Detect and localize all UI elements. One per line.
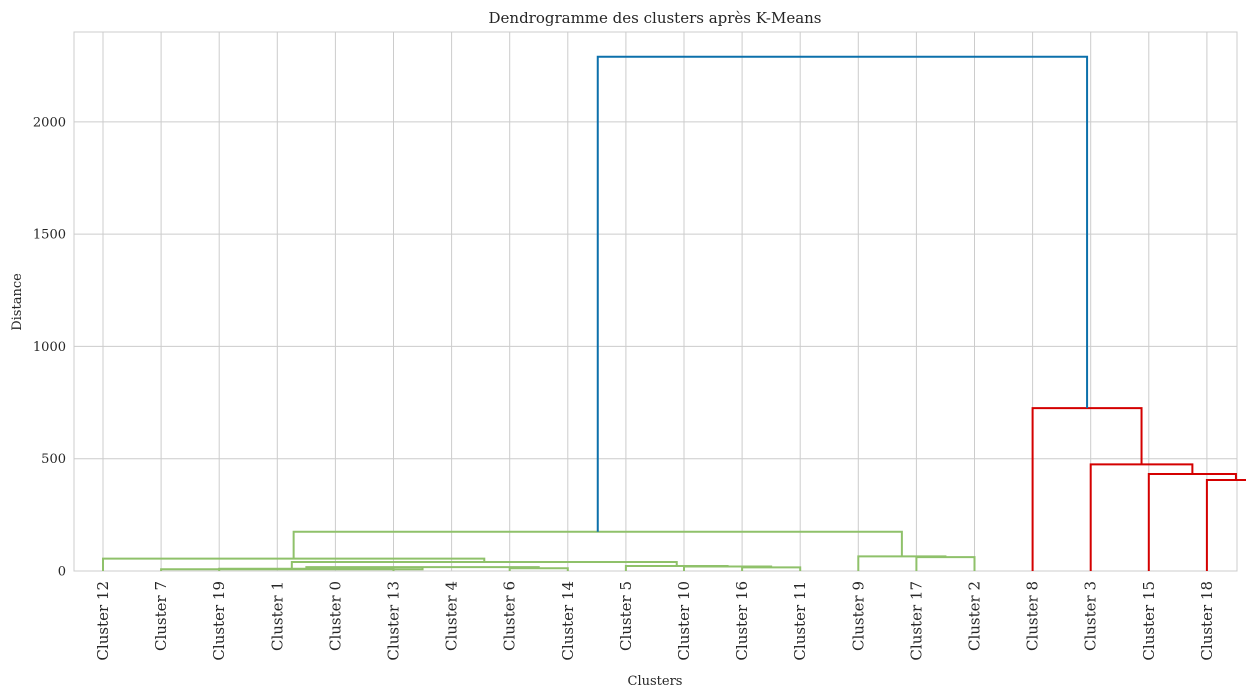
dendrogram-link-green (915, 556, 976, 571)
x-tick-label: Cluster 17 (907, 581, 925, 661)
dendrogram-link-red (1205, 479, 1246, 571)
x-tick-label: Cluster 1 (268, 581, 286, 651)
x-tick-label: Cluster 10 (675, 581, 693, 661)
x-tick-label: Cluster 0 (326, 581, 344, 651)
grid-layer (74, 32, 1237, 572)
plot-frame (73, 31, 1238, 572)
x-tick-label: Cluster 6 (501, 581, 519, 651)
x-tick-labels: Cluster 12 Cluster 7 Cluster 19 Cluster 1 Cl… (94, 581, 1216, 661)
y-tick-label: 2000 (33, 115, 66, 130)
x-tick-label: Cluster 14 (559, 581, 577, 661)
x-tick-label: Cluster 12 (94, 581, 112, 661)
y-tick-labels: 0 500 1000 1500 2000 (33, 115, 66, 579)
x-tick-label: Cluster 3 (1082, 581, 1100, 651)
x-tick-label: Cluster 19 (210, 581, 228, 661)
dendrogram-link-red (1089, 463, 1194, 571)
dendrogram-link-red (1031, 407, 1143, 571)
dendrogram-link-red (1147, 472, 1237, 571)
x-tick-label: Cluster 16 (733, 581, 751, 661)
y-axis-label: Distance (10, 273, 25, 331)
y-tick-label: 1500 (33, 228, 66, 243)
x-tick-label: Cluster 4 (443, 581, 461, 651)
x-tick-label: Cluster 5 (617, 581, 635, 651)
x-tick-label: Cluster 7 (152, 581, 170, 651)
x-tick-label: Cluster 15 (1140, 581, 1158, 661)
link-layer (102, 55, 1246, 571)
y-tick-label: 0 (58, 565, 66, 580)
dendrogram-link-green (624, 565, 729, 571)
x-tick-label: Cluster 8 (1024, 581, 1042, 651)
y-tick-label: 1000 (33, 340, 66, 355)
x-tick-label: Cluster 9 (849, 581, 867, 651)
x-tick-label: Cluster 18 (1198, 581, 1216, 661)
chart-title: Dendrogramme des clusters après K-Means (489, 9, 822, 27)
x-tick-label: Cluster 11 (791, 581, 809, 661)
dendrogram-link-green (741, 566, 802, 571)
dendrogram-link-green (857, 555, 947, 571)
dendrogram-link-green (683, 565, 773, 571)
dendrogram-link-green (292, 530, 903, 559)
x-tick-label: Cluster 2 (966, 581, 984, 651)
y-tick-label: 500 (41, 452, 66, 467)
x-tick-label: Cluster 13 (385, 581, 403, 661)
x-axis-label: Clusters (628, 674, 683, 689)
dendrogram-link-blue (596, 55, 1089, 532)
